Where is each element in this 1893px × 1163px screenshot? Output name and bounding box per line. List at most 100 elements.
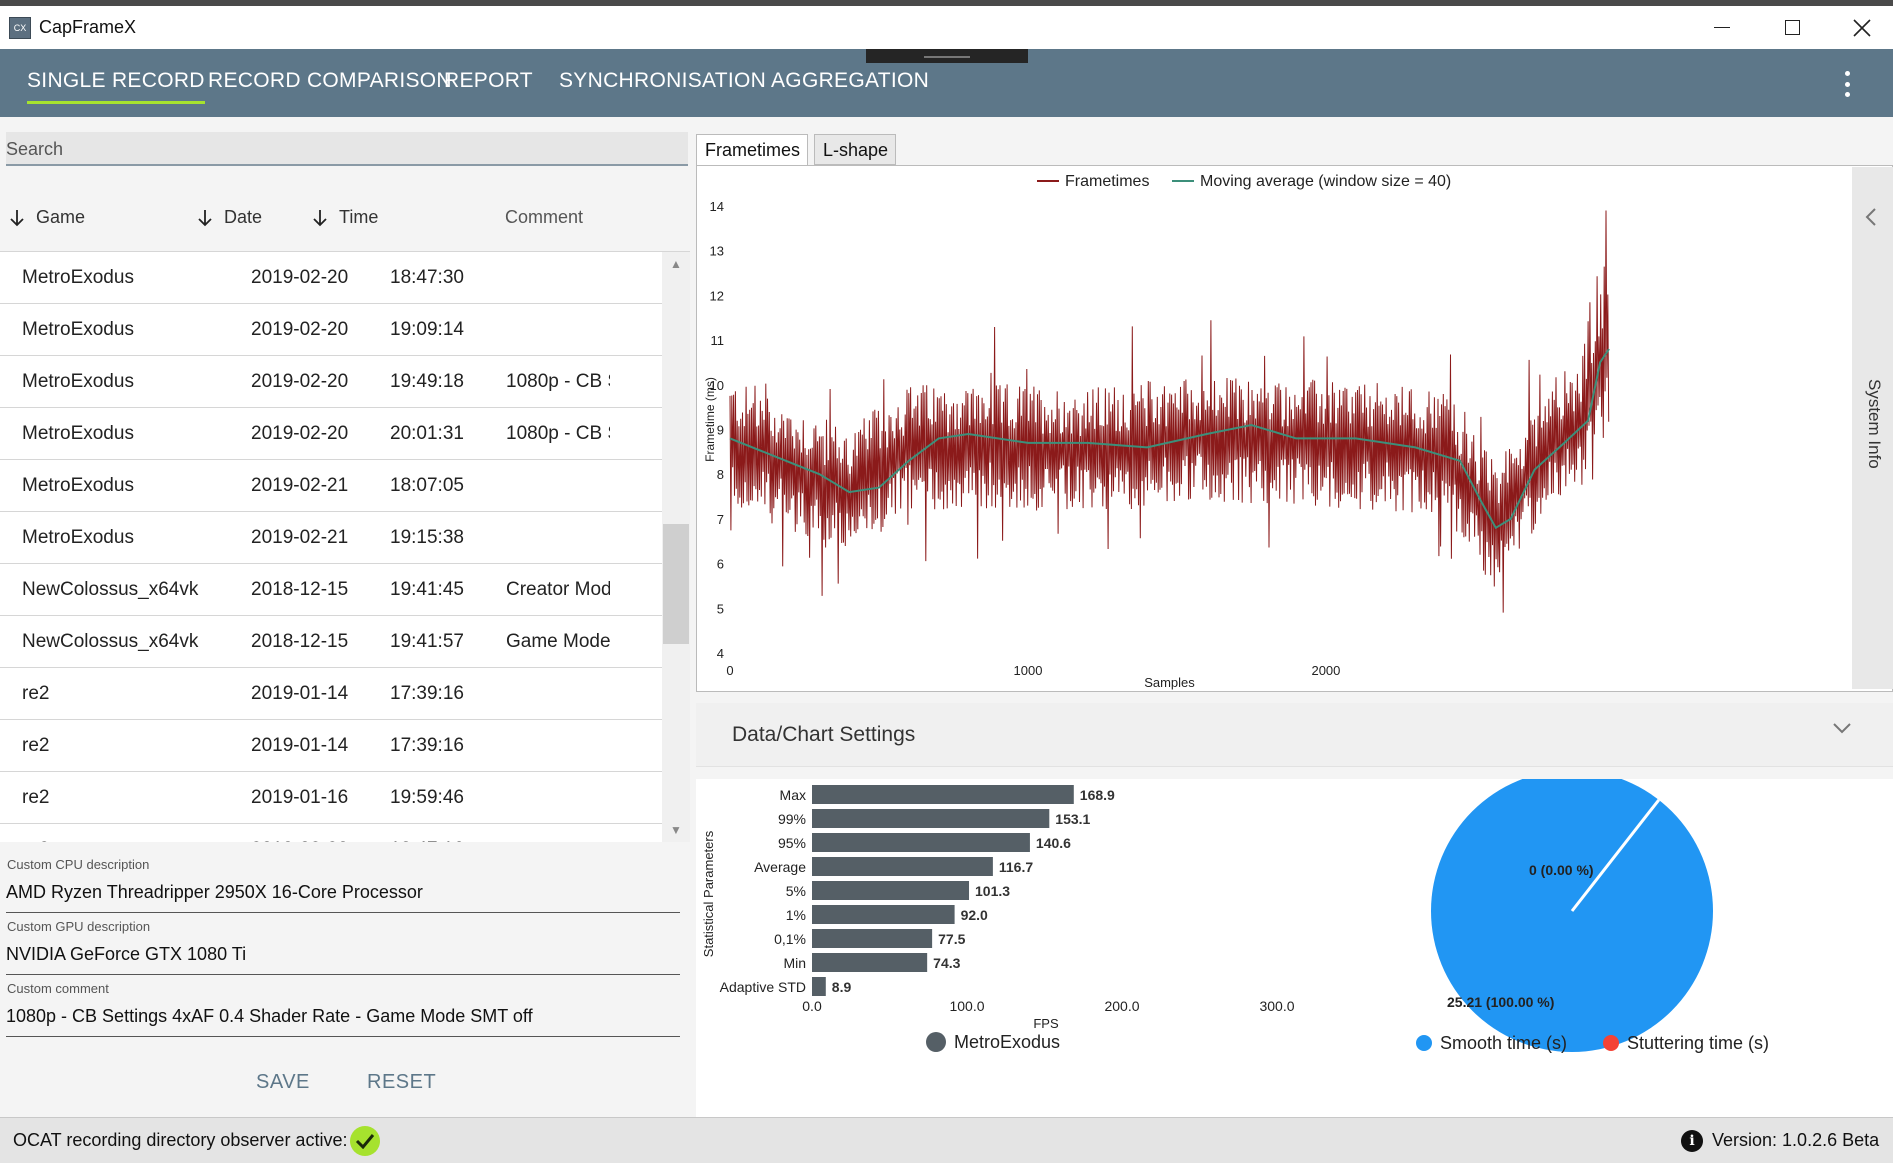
table-row[interactable]: MetroExodus 2019-02-20 19:49:18 1080p - CB … xyxy=(0,356,662,408)
y-tick-label: 6 xyxy=(717,557,724,572)
cell-game: MetroExodus xyxy=(22,319,134,340)
table-row[interactable]: re2 2019-01-16 19:59:46 xyxy=(0,772,662,824)
table-row[interactable]: re2 2019-01-14 17:39:16 xyxy=(0,720,662,772)
save-button[interactable]: SAVE xyxy=(256,1071,310,1093)
cell-time: 19:15:38 xyxy=(390,527,464,548)
column-game-label: Game xyxy=(36,207,86,227)
cell-game: MetroExodus xyxy=(22,527,134,548)
maximize-icon xyxy=(1784,20,1800,35)
search-input[interactable]: Search xyxy=(6,132,688,166)
bar-category-label: 99% xyxy=(778,811,806,827)
observer-ok-icon xyxy=(350,1126,380,1156)
gpu-description-field[interactable]: Custom GPU description NVIDIA GeForce GT… xyxy=(6,919,680,975)
chevron-left-icon[interactable] xyxy=(1864,207,1878,233)
info-icon[interactable]: i xyxy=(1681,1130,1703,1152)
minimize-button[interactable] xyxy=(1687,6,1757,49)
stat-bar xyxy=(812,857,993,876)
bar-value-label: 168.9 xyxy=(1080,787,1115,803)
cell-comment: Creator Mod xyxy=(506,579,610,600)
bar-x-tick-label: 0.0 xyxy=(802,998,822,1014)
data-chart-settings-expander[interactable]: Data/Chart Settings xyxy=(696,703,1893,767)
table-row[interactable]: MetroExodus 2019-02-21 18:07:05 xyxy=(0,460,662,512)
statistics-bar-chart: Max 168.9 99% 153.1 95% 140.6 Average 116.7 5% 10… xyxy=(701,785,1295,1052)
table-row[interactable]: MetroExodus 2019-02-21 19:15:38 xyxy=(0,512,662,564)
system-info-panel[interactable]: System Info xyxy=(1852,167,1893,689)
cell-date: 2019-02-21 xyxy=(251,527,349,548)
scroll-thumb[interactable] xyxy=(663,524,689,644)
tab-synchronisation[interactable]: SYNCHRONISATION xyxy=(559,69,767,92)
dot-icon xyxy=(1844,92,1850,97)
y-tick-label: 7 xyxy=(717,512,724,527)
stat-bar xyxy=(812,785,1074,804)
column-comment[interactable]: Comment xyxy=(505,207,583,228)
column-comment-label: Comment xyxy=(505,207,584,227)
pie-label-stuttering: 0 (0.00 %) xyxy=(1529,862,1594,878)
cell-time: 17:39:16 xyxy=(390,683,464,704)
y-tick-label: 5 xyxy=(717,601,724,616)
bar-category-label: Max xyxy=(780,787,806,803)
stat-bar xyxy=(812,809,1050,828)
records-scrollbar[interactable]: ▲ ▼ xyxy=(662,252,690,842)
tab-frametimes[interactable]: Frametimes xyxy=(696,134,809,165)
tab-report[interactable]: REPORT xyxy=(444,69,533,92)
close-button[interactable] xyxy=(1827,6,1893,49)
bar-value-label: 92.0 xyxy=(961,907,988,923)
table-row[interactable]: MetroExodus 2019-02-20 20:01:31 1080p - CB … xyxy=(0,408,662,460)
table-row[interactable]: MetroExodus 2019-02-20 19:09:14 xyxy=(0,304,662,356)
scroll-up-arrow-icon[interactable]: ▲ xyxy=(670,257,682,271)
table-header: Game Date Time Comment xyxy=(0,181,690,252)
cell-date: 2018-12-15 xyxy=(251,631,349,652)
cell-game: re2 xyxy=(22,683,50,704)
table-row[interactable]: NewColossus_x64vk 2018-12-15 19:41:45 Creat… xyxy=(0,564,662,616)
table-row[interactable]: MetroExodus 2019-02-20 18:47:30 xyxy=(0,252,662,304)
table-row[interactable]: re2 2019-02-22 18:47:16 xyxy=(0,824,662,842)
bar-value-label: 8.9 xyxy=(832,979,852,995)
table-row[interactable]: NewColossus_x64vk 2018-12-15 19:41:57 Game … xyxy=(0,616,662,668)
minimize-icon xyxy=(1714,26,1730,29)
chevron-down-icon[interactable] xyxy=(1832,721,1852,735)
pie-label-smooth: 25.21 (100.00 %) xyxy=(1447,994,1554,1010)
column-time[interactable]: Time xyxy=(313,207,378,228)
more-options-button[interactable] xyxy=(1832,69,1862,99)
bar-value-label: 77.5 xyxy=(938,931,965,947)
custom-comment-field[interactable]: Custom comment 1080p - CB Settings 4xAF … xyxy=(6,981,680,1037)
column-game[interactable]: Game xyxy=(10,207,85,228)
cell-time: 18:47:30 xyxy=(390,267,464,288)
column-time-label: Time xyxy=(339,207,379,227)
bar-y-axis-label: Statistical Parameters xyxy=(701,830,716,957)
y-tick-label: 14 xyxy=(710,199,724,214)
bar-category-label: Adaptive STD xyxy=(720,979,806,995)
app-logo-icon: CX xyxy=(9,16,31,39)
cpu-description-field[interactable]: Custom CPU description AMD Ryzen Threadr… xyxy=(6,857,680,913)
column-date-label: Date xyxy=(224,207,263,227)
bar-category-label: 5% xyxy=(786,883,806,899)
tab-single-record[interactable]: SINGLE RECORD xyxy=(27,69,205,104)
legend-moving-average-label: Moving average (window size = 40) xyxy=(1200,173,1451,190)
cpu-description-value: AMD Ryzen Threadripper 2950X 16-Core Pro… xyxy=(6,882,423,902)
cell-comment: Game Mode xyxy=(506,631,610,652)
cell-game: NewColossus_x64vk xyxy=(22,579,199,600)
frametime-chart[interactable]: 4 5 6 7 8 9 10 11 12 13 14 0 1000 2000 Samples Frametim… xyxy=(697,166,1847,691)
x-tick-label: 2000 xyxy=(1311,663,1340,678)
bar-value-label: 140.6 xyxy=(1036,835,1071,851)
maximize-button[interactable] xyxy=(1757,6,1827,49)
stat-bar xyxy=(812,929,933,948)
scroll-down-arrow-icon[interactable]: ▼ xyxy=(670,823,682,837)
bar-value-label: 74.3 xyxy=(933,955,960,971)
y-tick-label: 8 xyxy=(717,467,724,482)
reset-button[interactable]: RESET xyxy=(367,1071,437,1093)
table-row[interactable]: re2 2019-01-14 17:39:16 xyxy=(0,668,662,720)
y-axis-label: Frametime (ms) xyxy=(703,377,717,462)
tab-aggregation[interactable]: AGGREGATION xyxy=(771,69,930,92)
column-date[interactable]: Date xyxy=(198,207,262,228)
y-tick-label: 13 xyxy=(710,244,724,259)
chart-legend: Frametimes Moving average (window size = … xyxy=(1037,173,1451,190)
cell-comment: 1080p - CB S xyxy=(506,423,610,444)
tab-record-comparison[interactable]: RECORD COMPARISON xyxy=(208,69,452,92)
tab-l-shape[interactable]: L-shape xyxy=(814,134,897,165)
drag-handle[interactable] xyxy=(866,49,1028,63)
cell-comment: 1080p - CB S xyxy=(506,371,610,392)
top-menu-strip xyxy=(0,0,1893,6)
cell-date: 2019-02-20 xyxy=(251,319,349,340)
bar-x-tick-label: 100.0 xyxy=(949,998,984,1014)
